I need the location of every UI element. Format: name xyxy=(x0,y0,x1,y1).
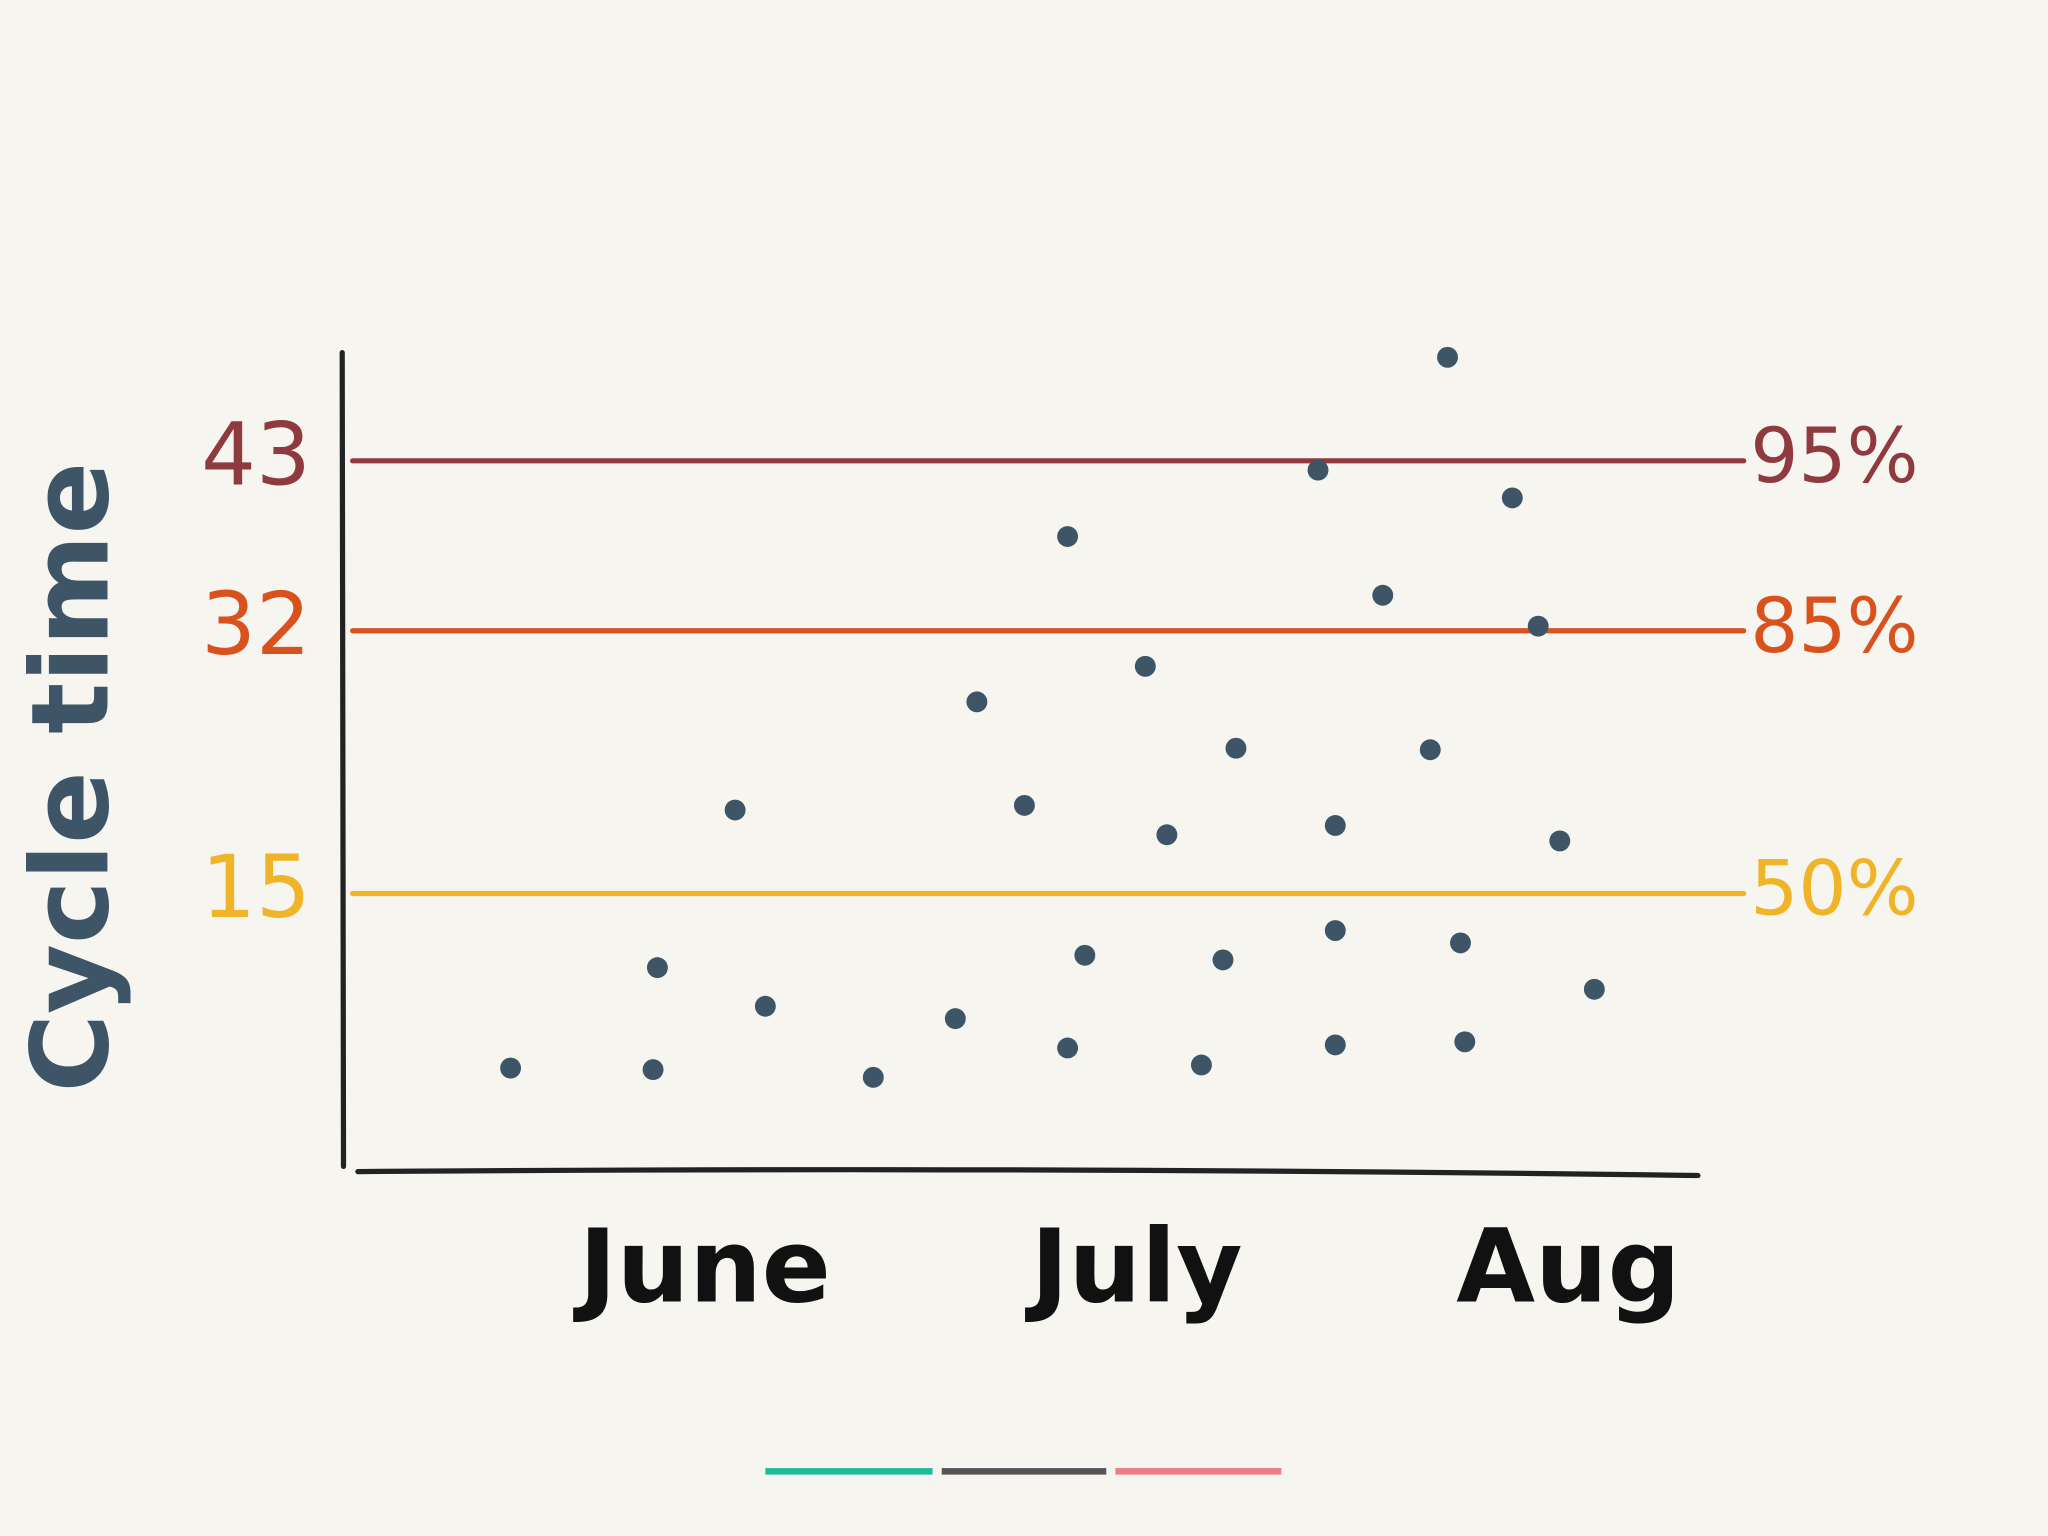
data-point xyxy=(500,1057,522,1079)
data-point xyxy=(1324,815,1346,836)
percentile-label: 85% xyxy=(1750,582,1918,670)
page-indicator xyxy=(941,1468,1107,1475)
data-point xyxy=(1583,978,1605,1000)
data-point xyxy=(1437,346,1458,368)
x-axis xyxy=(355,1167,1701,1179)
data-point xyxy=(966,691,988,713)
data-point xyxy=(1324,1034,1346,1056)
data-point xyxy=(1134,655,1156,677)
data-point xyxy=(1549,830,1571,852)
page-indicator xyxy=(1115,1468,1282,1475)
data-point xyxy=(1190,1054,1212,1076)
data-point xyxy=(862,1066,884,1088)
data-point xyxy=(1212,949,1234,971)
data-point xyxy=(1527,615,1549,637)
data-point xyxy=(1324,920,1346,941)
page-indicator xyxy=(765,1468,933,1475)
data-point xyxy=(1307,459,1329,481)
data-point xyxy=(1501,487,1523,509)
y-tick-label: 32 xyxy=(201,575,311,675)
x-tick-label: July xyxy=(1025,1207,1243,1326)
x-tick-label: Aug xyxy=(1456,1207,1680,1326)
data-point xyxy=(1419,739,1441,761)
data-point xyxy=(646,957,668,979)
data-point xyxy=(1372,584,1394,606)
y-axis xyxy=(339,350,347,1169)
data-point xyxy=(1156,824,1178,846)
data-point xyxy=(1057,1037,1079,1059)
data-point xyxy=(1057,526,1079,547)
data-point xyxy=(642,1059,664,1081)
data-point xyxy=(1074,944,1096,966)
y-tick-label: 15 xyxy=(201,838,311,938)
data-point xyxy=(1454,1031,1476,1053)
data-point xyxy=(754,995,776,1017)
percentile-label: 95% xyxy=(1750,412,1918,500)
data-point xyxy=(1450,932,1471,954)
data-point xyxy=(944,1008,966,1030)
data-point xyxy=(724,799,746,821)
x-tick-label: June xyxy=(573,1207,831,1326)
data-point xyxy=(1225,737,1247,759)
y-tick-label: 43 xyxy=(201,405,311,505)
percentile-label: 50% xyxy=(1750,844,1918,932)
y-axis-label: Cycle time xyxy=(10,462,134,1093)
data-point xyxy=(1013,794,1035,816)
